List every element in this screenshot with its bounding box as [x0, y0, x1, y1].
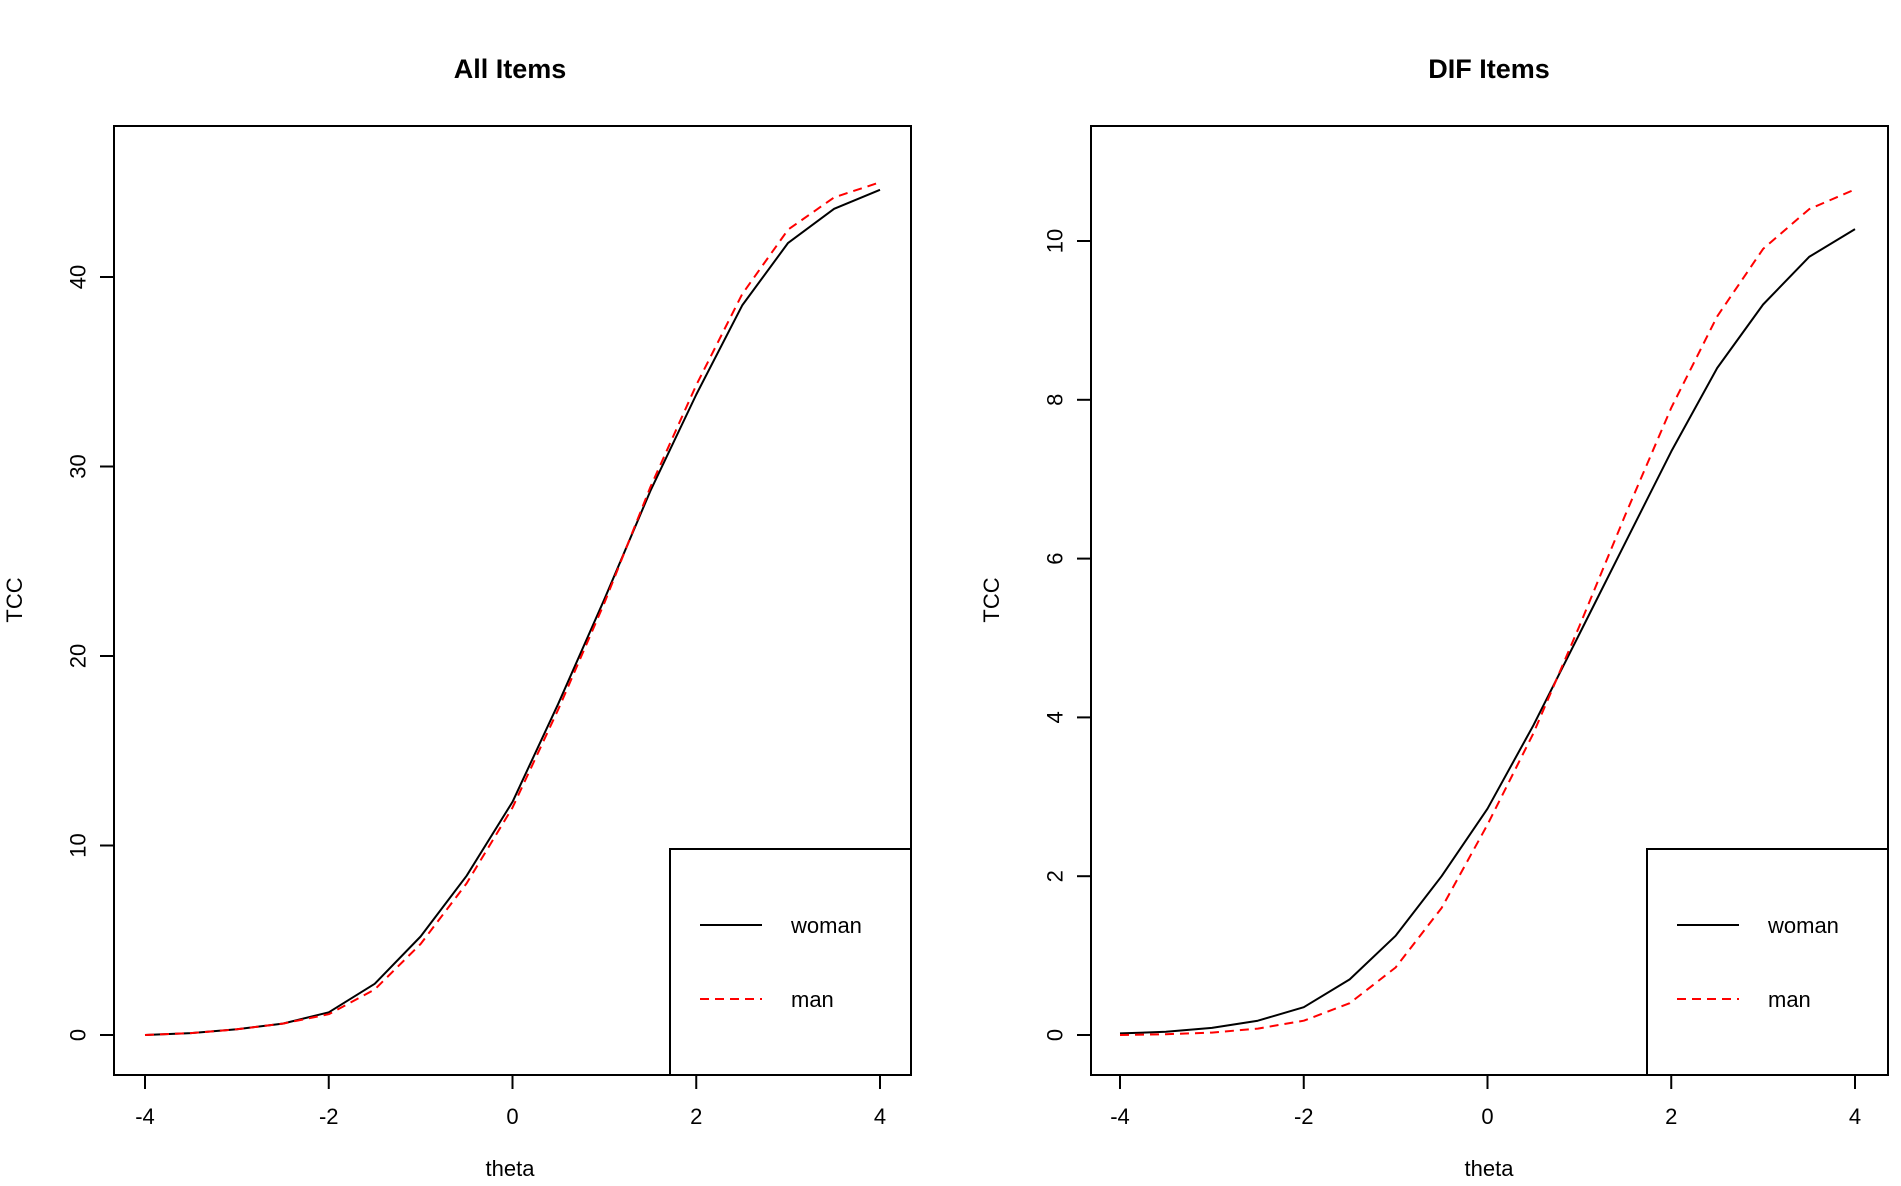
legend-label-man: man: [1768, 987, 1811, 1012]
legend-label-woman: woman: [790, 913, 862, 938]
x-tick-label: 4: [874, 1104, 886, 1129]
x-axis-label: theta: [1465, 1156, 1515, 1181]
series-lines: [1119, 188, 1856, 1036]
y-tick-label: 2: [1043, 870, 1068, 882]
y-tick-label: 40: [66, 265, 91, 289]
legend-label-man: man: [791, 987, 834, 1012]
panel-dif-items: DIF Items 0 2 4 6 8 10 -4 -2 0 2 4 theta TCC woma…: [979, 54, 1889, 1181]
chart-title: All Items: [454, 54, 567, 84]
y-tick-label: 10: [66, 833, 91, 857]
y-tick-label: 0: [66, 1029, 91, 1041]
y-tick-label: 4: [1043, 711, 1068, 723]
x-tick-label: 0: [506, 1104, 518, 1129]
x-tick-label: 2: [690, 1104, 702, 1129]
x-tick-label: -4: [135, 1104, 155, 1129]
x-tick-label: -2: [319, 1104, 339, 1129]
series-line-man: [1119, 188, 1856, 1036]
panel-all-items: All Items 0 10 20 30 40 -4 -2 0 2 4 theta TCC wo…: [2, 54, 912, 1181]
y-axis-label: TCC: [979, 577, 1004, 622]
x-tick-label: 4: [1849, 1104, 1861, 1129]
legend-box: [669, 848, 912, 1076]
y-tick-label: 8: [1043, 394, 1068, 406]
chart-title: DIF Items: [1428, 54, 1550, 84]
x-tick-label: 0: [1481, 1104, 1493, 1129]
y-axis: 0 10 20 30 40: [66, 265, 115, 1041]
x-tick-label: 2: [1665, 1104, 1677, 1129]
x-axis-label: theta: [486, 1156, 536, 1181]
y-tick-label: 10: [1043, 229, 1068, 253]
series-lines: [144, 181, 881, 1036]
legend-label-woman: woman: [1767, 913, 1839, 938]
legend: woman man: [1646, 848, 1889, 1076]
y-tick-label: 20: [66, 644, 91, 668]
y-tick-label: 0: [1043, 1029, 1068, 1041]
legend-box: [1646, 848, 1889, 1076]
y-tick-label: 30: [66, 454, 91, 478]
legend: woman man: [669, 848, 912, 1076]
y-axis-label: TCC: [2, 577, 27, 622]
series-line-man: [144, 181, 881, 1036]
y-axis: 0 2 4 6 8 10: [1043, 229, 1092, 1041]
x-tick-label: -4: [1110, 1104, 1130, 1129]
y-tick-label: 6: [1043, 552, 1068, 564]
x-tick-label: -2: [1294, 1104, 1314, 1129]
series-line-woman: [1119, 228, 1856, 1035]
